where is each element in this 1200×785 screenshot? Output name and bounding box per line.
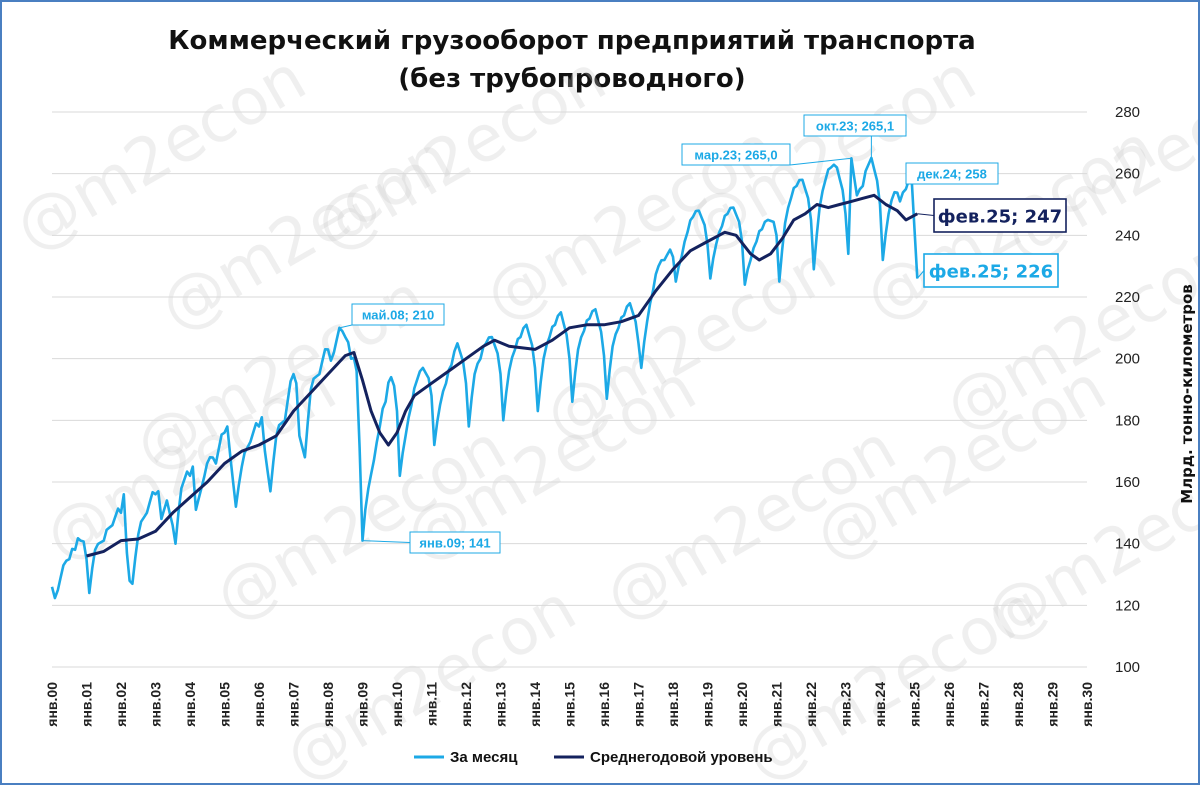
x-tick-label: янв.14 — [527, 682, 543, 727]
x-tick-label: янв.11 — [424, 682, 440, 726]
annotation-label: май.08; 210 — [362, 308, 434, 323]
annotation-leader — [917, 213, 935, 216]
y-tick-label: 220 — [1115, 289, 1140, 306]
x-tick-label: янв.28 — [1010, 682, 1026, 727]
x-tick-label: янв.13 — [493, 682, 509, 727]
x-tick-label: янв.04 — [182, 682, 198, 727]
x-tick-label: янв.07 — [286, 682, 302, 727]
x-tick-label: янв.23 — [838, 682, 854, 727]
legend-item: За месяц — [414, 749, 518, 766]
x-tick-label: янв.18 — [665, 682, 681, 727]
annotation-callout: фев.25; 226 — [916, 253, 1059, 288]
annotation-callout: мар.23; 265,0 — [681, 143, 852, 166]
annotation-box — [803, 114, 907, 137]
x-tick-label: янв.03 — [148, 682, 164, 727]
annotation-label: янв.09; 141 — [419, 536, 490, 551]
x-tick-label: янв.24 — [872, 682, 888, 727]
watermark-text: @m2econ — [993, 51, 1198, 276]
annotation-label: окт.23; 265,1 — [816, 119, 894, 134]
annotation-leader — [916, 270, 925, 279]
x-tick-label: янв.02 — [113, 682, 129, 727]
series-layer — [50, 156, 919, 600]
x-tick-label: янв.08 — [320, 682, 336, 727]
annotation-leader — [362, 540, 411, 543]
chart-title-line-1: Коммерческий грузооборот предприятий тра… — [168, 26, 976, 56]
annotation-box — [923, 253, 1059, 288]
y-tick-label: 180 — [1115, 412, 1140, 429]
annotation-box — [681, 143, 791, 166]
x-tick-label: янв.27 — [976, 682, 992, 727]
x-tick-labels: янв.00 янв.01 янв.02 янв.03 янв.04 янв.05 янв.… — [44, 682, 1095, 727]
watermark-layer: @m2econ@m2econ@m2econ@m2econ@m2econ@m2ec… — [3, 41, 1198, 783]
legend-item: Среднегодовой уровень — [554, 749, 773, 766]
annotation-leader — [789, 157, 852, 166]
legend-label: Среднегодовой уровень — [590, 749, 773, 766]
watermark-text: @m2econ — [733, 571, 1048, 783]
annotation-label: фев.25; 247 — [938, 207, 1062, 228]
x-tick-label: янв.19 — [700, 682, 716, 727]
y-tick-label: 120 — [1115, 597, 1140, 614]
x-tick-label: янв.17 — [631, 682, 647, 727]
annotation-leader — [339, 324, 353, 329]
y-tick-label: 260 — [1115, 166, 1140, 183]
y-tick-label: 280 — [1115, 104, 1140, 121]
legend-label: За месяц — [450, 749, 518, 766]
annotation-callout: май.08; 210 — [339, 303, 445, 329]
y-tick-label: 200 — [1115, 351, 1140, 368]
annotation-label: мар.23; 265,0 — [694, 148, 777, 163]
y-tick-label: 100 — [1115, 659, 1140, 676]
annotation-label: фев.25; 226 — [929, 262, 1053, 283]
annotations-layer: май.08; 210 янв.09; 141 мар.23; 265,0 окт.2… — [339, 114, 1067, 554]
x-tick-label: янв.12 — [458, 682, 474, 727]
annotation-callout: фев.25; 247 — [917, 198, 1067, 233]
x-tick-label: янв.06 — [251, 682, 267, 727]
annotation-callout: янв.09; 141 — [362, 531, 501, 554]
watermark-text: @m2econ — [273, 571, 588, 783]
chart-title-line-2: (без трубопроводного) — [398, 64, 746, 94]
x-tick-label: янв.29 — [1045, 682, 1061, 727]
annotation-callout: дек.24; 258 — [905, 162, 999, 185]
x-tick-label: янв.10 — [389, 682, 405, 727]
y-tick-label: 240 — [1115, 227, 1140, 244]
annotation-callout: окт.23; 265,1 — [803, 114, 907, 158]
x-tick-label: янв.00 — [44, 682, 60, 727]
chart-title: Коммерческий грузооборот предприятий тра… — [2, 22, 1142, 98]
annotation-box — [409, 531, 501, 554]
annotation-box — [351, 303, 445, 326]
x-tick-label: янв.05 — [217, 682, 233, 727]
legend: За месяц Среднегодовой уровень — [414, 749, 773, 766]
annotation-box — [933, 198, 1067, 233]
x-tick-label: янв.16 — [596, 682, 612, 727]
x-tick-label: янв.30 — [1079, 682, 1095, 727]
x-tick-label: янв.25 — [907, 682, 923, 727]
x-tick-label: янв.09 — [355, 682, 371, 727]
x-tick-label: янв.21 — [769, 682, 785, 727]
x-tick-label: янв.01 — [79, 682, 95, 727]
annotation-label: дек.24; 258 — [917, 167, 987, 182]
x-tick-label: янв.26 — [941, 682, 957, 727]
y-tick-labels: 100 120 140 160 180 200 220 240 260 280 — [1115, 104, 1140, 676]
annotation-box — [905, 162, 999, 185]
x-tick-label: янв.20 — [734, 682, 750, 727]
y-tick-label: 160 — [1115, 474, 1140, 491]
series-line-average — [86, 193, 919, 558]
y-axis-label: Млрд. тонно-километров — [1178, 284, 1196, 504]
y-tick-label: 140 — [1115, 536, 1140, 553]
x-tick-label: янв.15 — [562, 682, 578, 727]
x-tick-label: янв.22 — [803, 682, 819, 727]
